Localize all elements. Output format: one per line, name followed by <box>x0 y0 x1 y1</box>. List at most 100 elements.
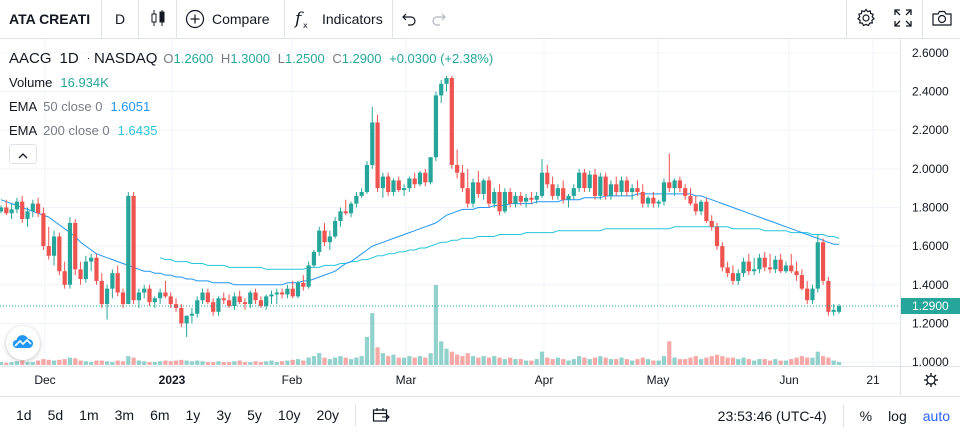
candle-body <box>195 300 200 314</box>
candle-body <box>20 201 25 220</box>
range-5y-button[interactable]: 5y <box>247 407 262 423</box>
volume-bar <box>158 361 163 365</box>
candle-body <box>518 195 523 202</box>
candle-body <box>571 188 576 196</box>
goto-date-button[interactable] <box>372 407 390 423</box>
auto-scale-toggle[interactable]: auto <box>922 407 950 424</box>
candle-body <box>354 195 359 204</box>
volume-bar <box>677 359 682 365</box>
candle-body <box>439 83 444 96</box>
axis-settings-gear-icon[interactable] <box>924 373 938 387</box>
candle-body <box>630 188 635 193</box>
x-tick-label: May <box>647 373 670 387</box>
candle-body <box>614 184 619 193</box>
tradingview-logo-button[interactable] <box>6 326 40 360</box>
range-3m-button[interactable]: 3m <box>114 407 135 423</box>
symbol-search-button[interactable]: ATA CREATI <box>0 0 102 39</box>
candle-body <box>237 296 242 303</box>
volume-bar <box>258 362 263 365</box>
volume-bar <box>805 357 810 365</box>
volume-bar <box>285 360 290 365</box>
volume-bar <box>290 359 295 365</box>
candle-body <box>635 188 640 193</box>
candle-body <box>226 300 232 307</box>
volume-bar <box>36 360 41 365</box>
range-6m-button[interactable]: 6m <box>150 407 170 423</box>
candle-body <box>423 172 428 183</box>
ema50-params: 50 close 0 <box>43 98 103 114</box>
range-5d-button[interactable]: 5d <box>47 407 64 423</box>
candle-body <box>752 269 757 272</box>
volume-bar <box>401 357 407 365</box>
volume-bar <box>699 359 704 365</box>
candle-body <box>184 315 189 324</box>
legend-ema50[interactable]: EMA 50 close 0 1.6051 <box>9 94 497 118</box>
volume-bar <box>205 362 210 365</box>
volume-bar <box>173 360 179 365</box>
log-scale-toggle[interactable]: log <box>888 407 907 424</box>
volume-bar <box>757 359 762 365</box>
candle-body <box>619 180 624 193</box>
volume-bar <box>566 360 571 365</box>
candle-body <box>258 300 263 307</box>
candle-body <box>815 242 820 289</box>
volume-bar <box>513 359 518 365</box>
volume-bar <box>449 351 454 365</box>
candle-body <box>242 302 248 305</box>
legend-collapse-button[interactable] <box>9 144 37 164</box>
fullscreen-button[interactable] <box>884 0 922 39</box>
volume-bar <box>481 356 486 365</box>
gear-icon-tooth <box>925 374 929 378</box>
percent-scale-toggle[interactable]: % <box>859 407 873 424</box>
bottombar-divider-right <box>842 404 844 427</box>
candle-body <box>730 273 736 281</box>
gear-icon-tooth <box>933 382 937 386</box>
volume-bar <box>767 360 773 365</box>
candle-body <box>746 261 751 272</box>
volume-bar <box>561 359 566 365</box>
volume-bar <box>94 360 99 365</box>
candle-body <box>232 296 237 307</box>
volume-bar <box>306 357 311 365</box>
range-1y-button[interactable]: 1y <box>185 407 201 423</box>
interval-button[interactable]: D <box>102 0 139 39</box>
volume-bar <box>115 360 120 365</box>
volume-bar <box>603 357 608 365</box>
candle-body <box>582 172 587 189</box>
range-1m-button[interactable]: 1m <box>79 407 99 423</box>
candle-body <box>264 296 269 307</box>
timezone-clock[interactable]: 23:53:46 (UTC-4) <box>717 407 827 424</box>
volume-bar <box>608 359 614 365</box>
settings-button[interactable] <box>846 0 884 39</box>
undo-icon[interactable] <box>401 12 417 26</box>
volume-bar <box>317 353 322 365</box>
candle-body <box>640 192 645 204</box>
range-1d-button[interactable]: 1d <box>16 407 32 423</box>
volume-bar <box>571 359 576 365</box>
volume-bar <box>598 356 603 365</box>
compare-button[interactable]: Compare <box>177 0 285 39</box>
range-20y-button[interactable]: 20y <box>316 407 340 423</box>
volume-bar <box>89 362 94 365</box>
volume-bar <box>412 357 417 365</box>
candle-body <box>62 271 67 285</box>
chart-type-button[interactable] <box>139 0 177 39</box>
volume-bar <box>280 361 285 365</box>
y-tick-label: 2.2000 <box>912 123 949 137</box>
volume-bar <box>428 353 433 365</box>
candle-body <box>99 280 104 305</box>
legend-interval: 1D <box>59 49 79 67</box>
range-10y-button[interactable]: 10y <box>277 407 301 423</box>
snapshot-button[interactable] <box>922 0 960 39</box>
legend-volume[interactable]: Volume 16.934K <box>9 70 497 94</box>
candle-body <box>661 182 667 202</box>
volume-bar <box>783 360 789 365</box>
legend-ema200[interactable]: EMA 200 close 0 1.6435 <box>9 118 497 142</box>
range-3y-button[interactable]: 3y <box>216 407 232 423</box>
candle-body <box>534 195 539 200</box>
price-chart[interactable]: 2.6000 2.4000 2.2000 2.0000 1.8000 1.6000 1.40… <box>0 39 960 396</box>
candle-body <box>566 195 571 200</box>
redo-icon[interactable] <box>431 12 447 26</box>
close-value: 1.2900 <box>341 50 382 66</box>
